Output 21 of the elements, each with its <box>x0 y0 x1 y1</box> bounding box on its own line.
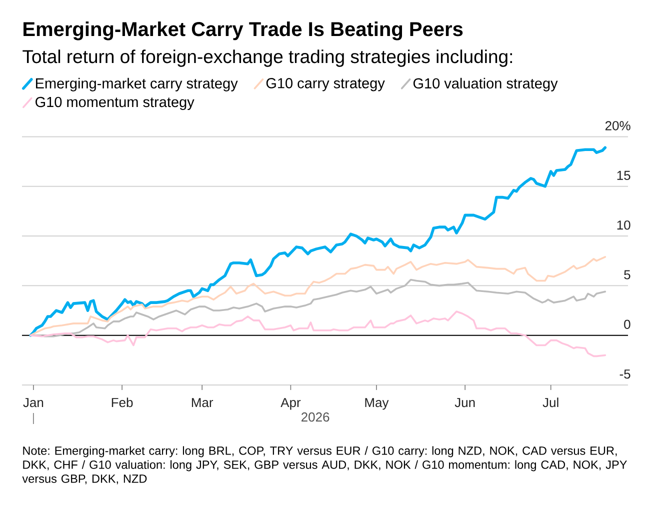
x-tick-label: Jul <box>542 398 558 408</box>
y-tick-label: 15 <box>617 170 630 180</box>
legend-label: G10 valuation strategy <box>413 78 558 92</box>
x-tick-label: Jun <box>454 398 475 408</box>
legend-label: G10 carry strategy <box>266 78 385 92</box>
legend-label: Emerging-market carry strategy <box>36 78 238 92</box>
legend-label: G10 momentum strategy <box>36 96 194 110</box>
text: Note: Emerging-market carry: long BRL, COP, TRY versus EUR / G10 carry: long NZD, NOK, CAD versus EUR, DKK, CHF / G10 valuation: long JPY, SEK, GBP versus AUD, DKK, NOK / G10 momentum: long CAD, NOK, JPY versus GBP, DKK, NZD <box>22 446 627 484</box>
y-tick-label: 10 <box>617 220 630 230</box>
y-tick-label: -5 <box>620 370 630 379</box>
x-tick-label: Feb <box>112 398 133 408</box>
y-tick-label: 20% <box>605 121 630 130</box>
x-tick-label: Apr <box>280 398 301 410</box>
y-tick-label: 0 <box>624 320 630 329</box>
x-axis-title: 2026 <box>302 412 330 422</box>
x-tick-label: Jan <box>23 398 44 408</box>
x-tick-label: Mar <box>192 398 214 408</box>
chart-title: Emerging-Market Carry Trade Is Beating Peers <box>24 22 463 40</box>
y-tick-label: 5 <box>624 270 630 280</box>
chart-subtitle: Total return of foreign-exchange trading strategies including: <box>22 50 512 67</box>
x-tick-label: May <box>365 398 389 410</box>
